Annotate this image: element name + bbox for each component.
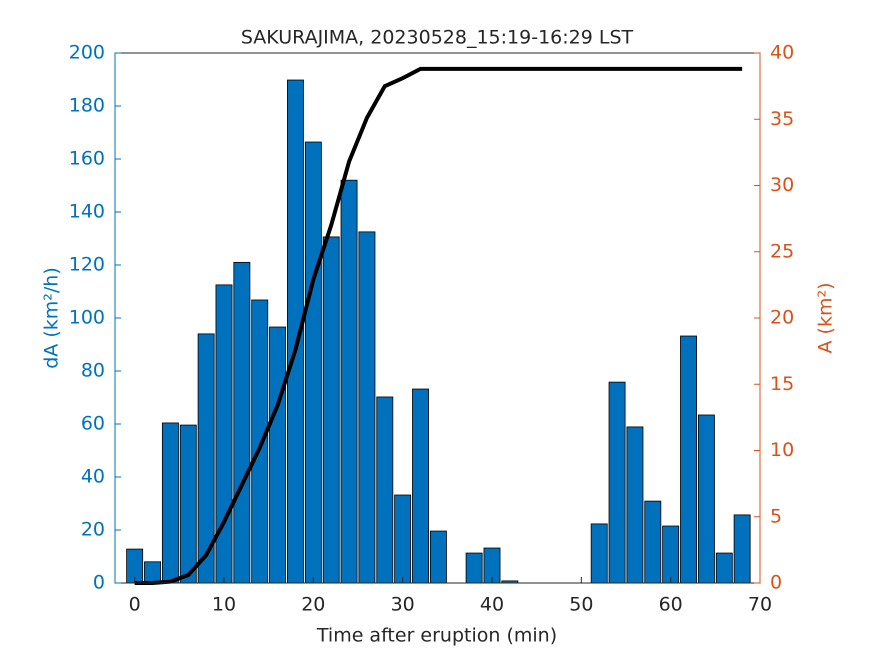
- bar: [644, 500, 662, 584]
- bar: [215, 284, 233, 584]
- x-tick-label: 60: [659, 594, 683, 616]
- bar: [340, 179, 358, 584]
- x-tick-label: 10: [212, 594, 236, 616]
- y-tick-label: 40: [81, 466, 105, 488]
- bar: [697, 414, 715, 584]
- bar: [322, 236, 340, 584]
- x-tick-label: 40: [480, 594, 504, 616]
- x-axis-label: Time after eruption (min): [316, 625, 557, 647]
- y-tick-label: 160: [69, 148, 105, 170]
- bar: [465, 552, 483, 584]
- bar: [179, 424, 197, 584]
- bar: [715, 552, 733, 584]
- bar: [626, 426, 644, 584]
- chart-title: SAKURAJIMA, 20230528_15:19-16:29 LST: [241, 27, 634, 49]
- x-tick-label: 30: [391, 594, 415, 616]
- bar: [358, 231, 376, 584]
- y2-tick-label: 5: [770, 505, 782, 527]
- bar: [590, 523, 608, 584]
- bar: [608, 381, 626, 584]
- line: [134, 66, 743, 585]
- y-tick-label: 200: [69, 42, 105, 64]
- y2-tick-label: 30: [770, 174, 794, 196]
- y-tick-label: 60: [81, 413, 105, 435]
- x-tick-label: 0: [129, 594, 141, 616]
- y-tick-label: 0: [93, 572, 105, 594]
- bar: [429, 530, 447, 584]
- y-tick-label: 80: [81, 360, 105, 382]
- x-tick-label: 50: [569, 594, 593, 616]
- y-axis-label: dA (km²/h): [41, 267, 63, 369]
- bar: [394, 494, 412, 584]
- y2-tick-label: 0: [770, 572, 782, 594]
- y2-tick-label: 35: [770, 108, 794, 130]
- y-tick-label: 140: [69, 201, 105, 223]
- bar: [680, 335, 697, 584]
- y2-tick-label: 15: [770, 373, 794, 395]
- bar: [662, 525, 680, 584]
- y2-tick-label: 20: [770, 307, 794, 329]
- y2-tick-label: 40: [770, 42, 794, 64]
- bar: [733, 514, 751, 584]
- bar: [376, 396, 394, 584]
- y-tick-label: 20: [81, 519, 105, 541]
- y-tick-label: 180: [69, 95, 105, 117]
- bar: [144, 561, 161, 584]
- x-tick-label: 70: [748, 594, 772, 616]
- y2-axis-label: A (km²): [815, 283, 837, 354]
- x-tick-label: 20: [301, 594, 325, 616]
- y2-tick-label: 25: [770, 240, 794, 262]
- y-tick-label: 120: [69, 254, 105, 276]
- bar: [251, 299, 269, 584]
- y-tick-label: 100: [69, 307, 105, 329]
- bar: [412, 388, 429, 584]
- bar: [304, 141, 322, 584]
- bar: [269, 326, 287, 584]
- bar: [161, 422, 179, 584]
- bar: [233, 261, 251, 584]
- y2-tick-label: 10: [770, 439, 794, 461]
